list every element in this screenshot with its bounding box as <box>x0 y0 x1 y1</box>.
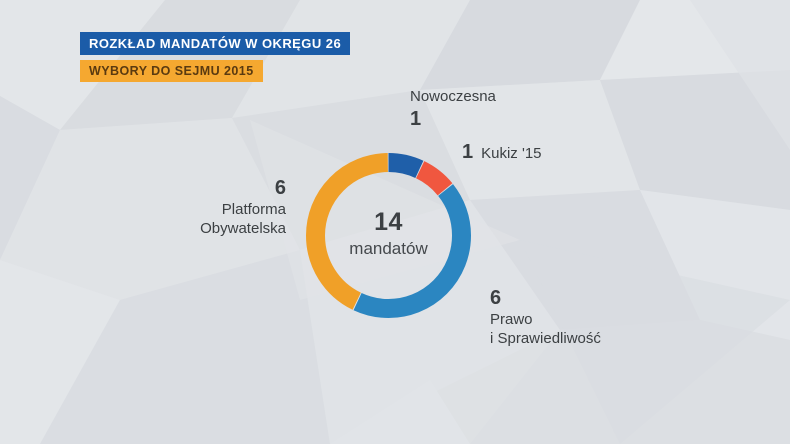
callout-kukiz: 1 Kukiz '15 <box>462 142 542 164</box>
donut-segment-pis <box>306 153 471 318</box>
donut-chart-svg <box>306 153 471 318</box>
callout-pis-value: 6 <box>490 287 502 309</box>
donut-segment-platforma <box>306 153 471 318</box>
callout-platforma-value: 6 <box>274 177 286 199</box>
page-title: ROZKŁAD MANDATÓW W OKRĘGU 26 <box>80 32 351 55</box>
callout-pis: 6 Prawo i Sprawiedliwość <box>490 288 601 349</box>
callout-platforma-name: Platforma Obywatelska <box>200 201 286 237</box>
page-subtitle: WYBORY DO SEJMU 2015 <box>80 60 263 82</box>
callout-nowoczesna: Nowoczesna 1 <box>410 88 496 130</box>
callout-kukiz-name: Kukiz '15 <box>481 145 542 162</box>
donut-chart: 14 mandatów <box>296 143 481 328</box>
callout-kukiz-value: 1 <box>462 141 474 163</box>
callout-nowoczesna-name: Nowoczesna <box>410 88 496 105</box>
callout-nowoczesna-value: 1 <box>410 107 422 130</box>
callout-platforma: 6 Platforma Obywatelska <box>200 178 286 239</box>
callout-pis-name: Prawo i Sprawiedliwość <box>490 311 601 347</box>
donut-segment-nowoczesna <box>306 153 471 318</box>
